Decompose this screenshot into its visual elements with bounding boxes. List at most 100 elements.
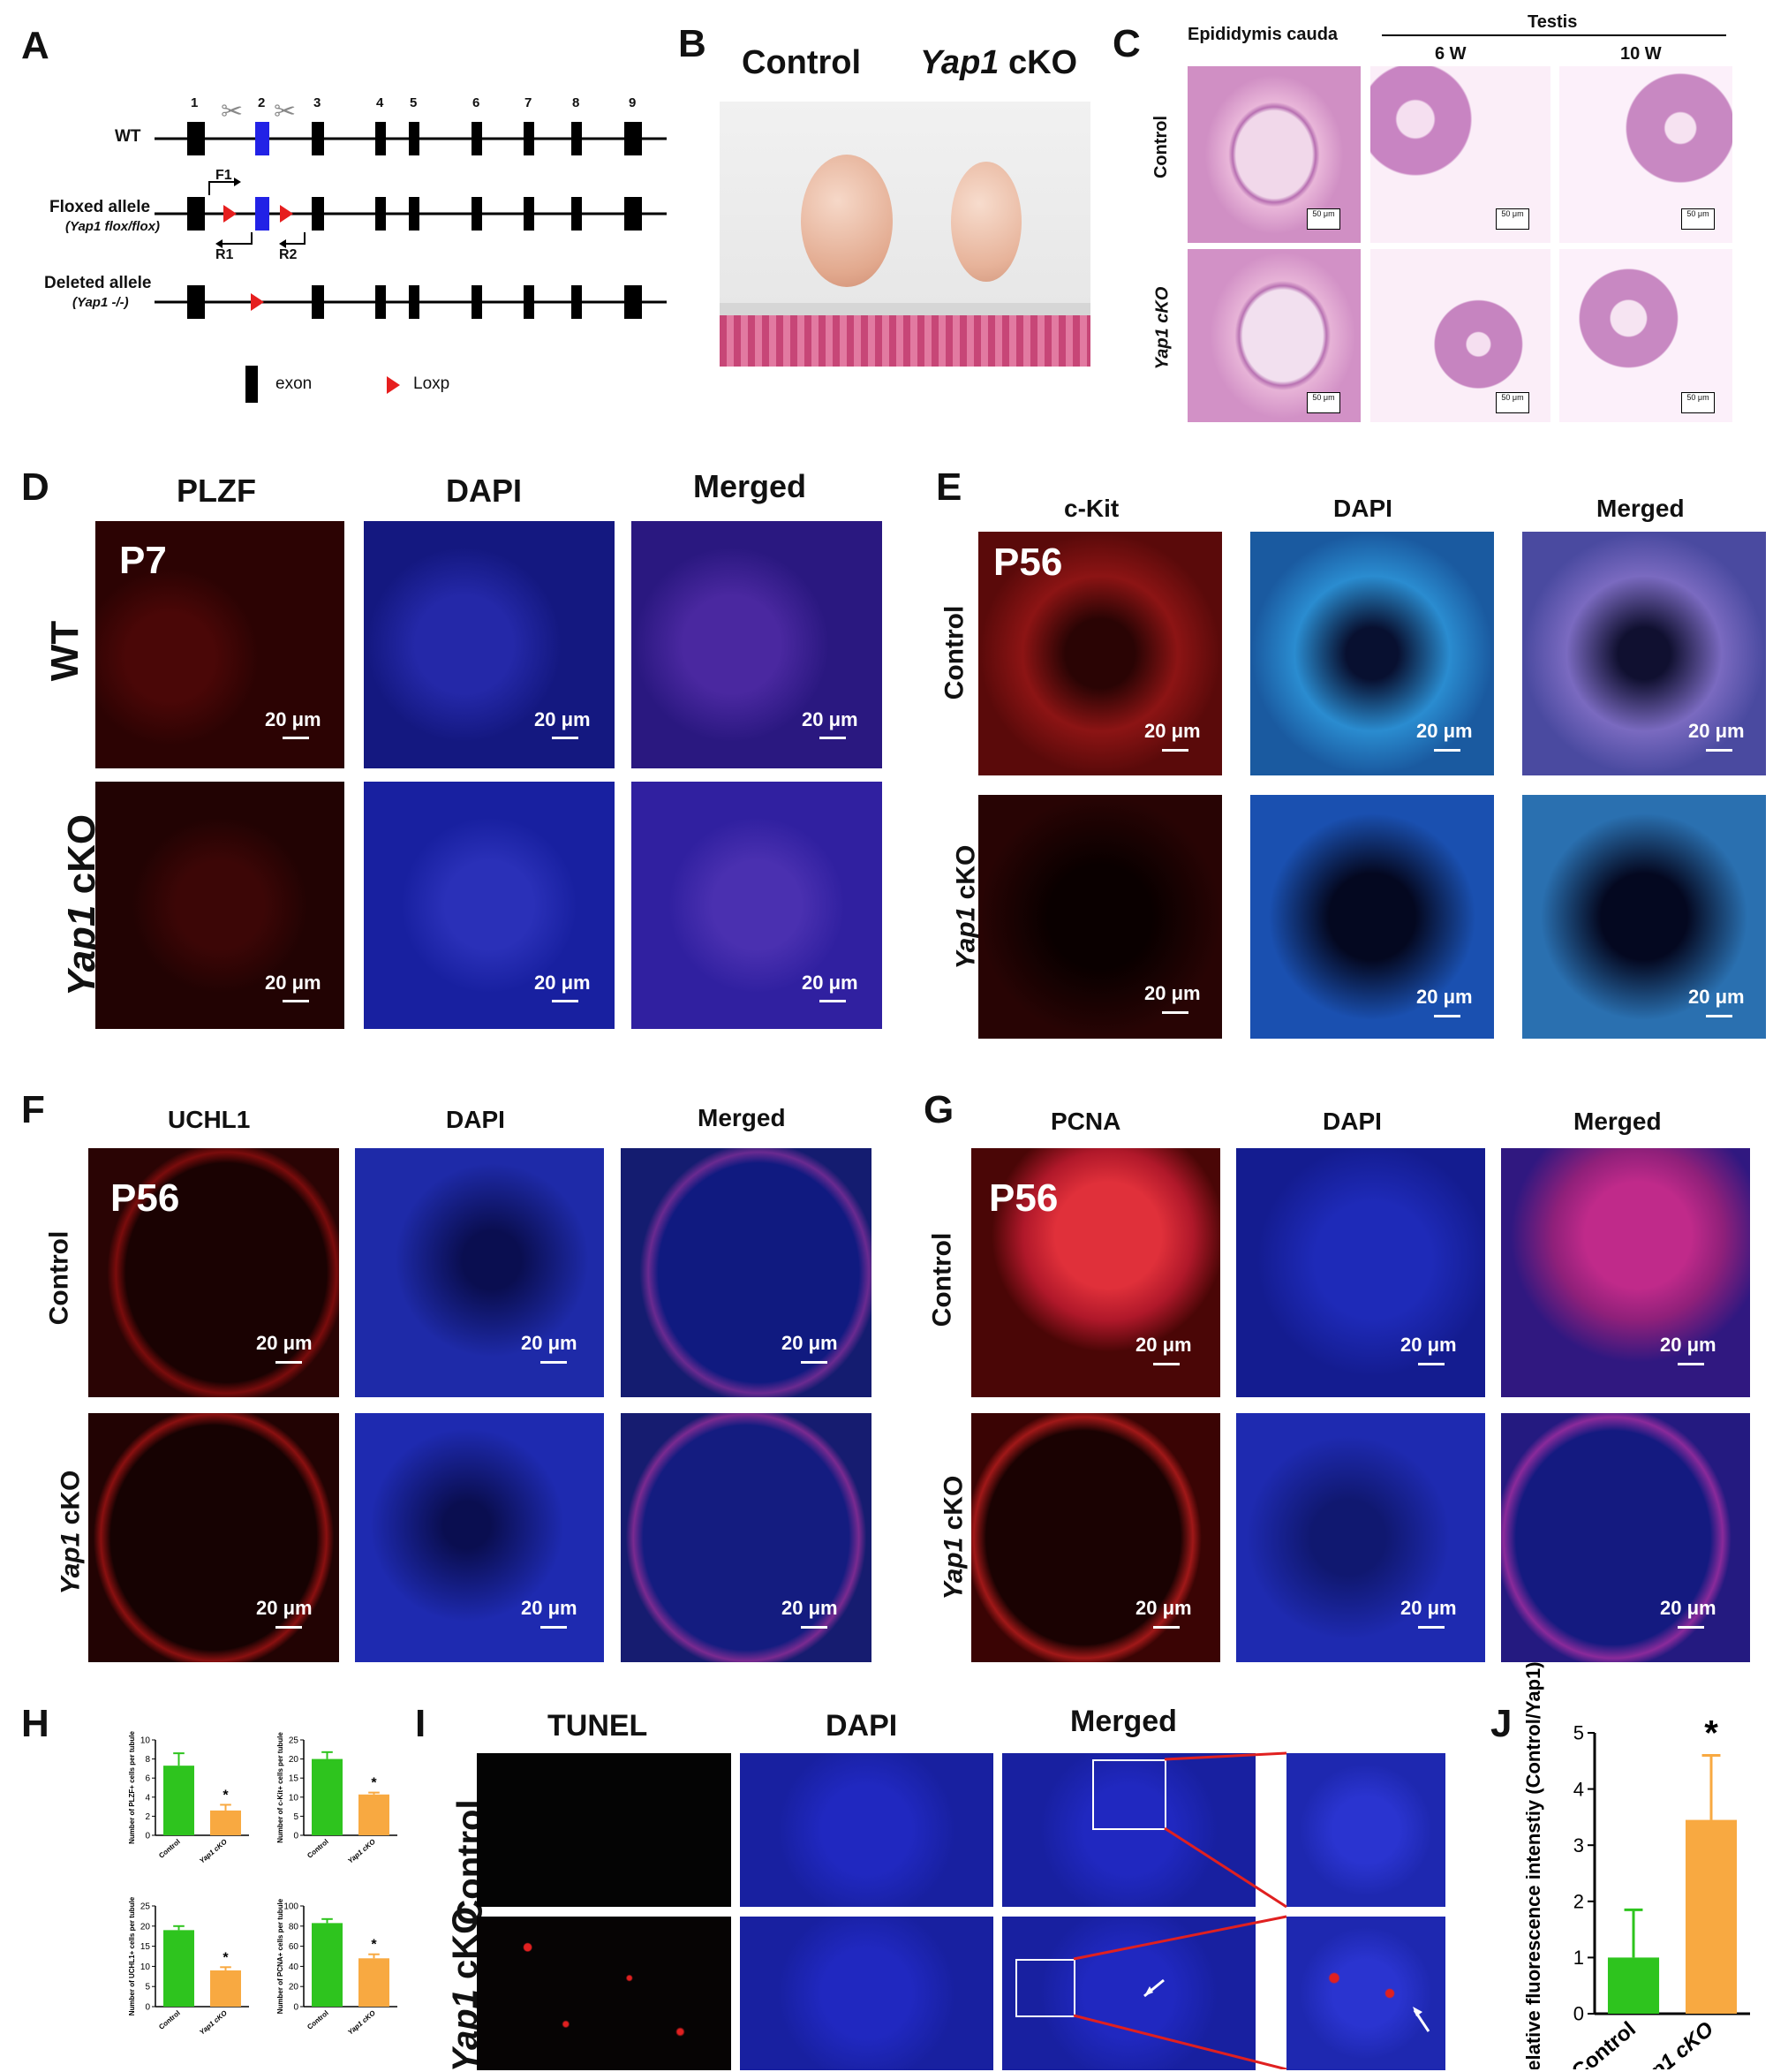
y-tick-label: 10 bbox=[289, 1793, 299, 1803]
exon-number: 8 bbox=[572, 95, 580, 110]
panel-a-gene-diagram: ✂ ✂ 1 2 3 4 bbox=[35, 79, 689, 433]
panel-e-header-dapi: DAPI bbox=[1333, 495, 1392, 522]
exon-number: 2 bbox=[258, 95, 266, 110]
zoom-box-control bbox=[1092, 1759, 1166, 1830]
scalebar-label: 20 μm bbox=[256, 1332, 313, 1354]
y-tick-label: 0 bbox=[293, 1832, 298, 1841]
scissors-icon: ✂ bbox=[274, 96, 296, 127]
bar-control bbox=[163, 1930, 194, 2007]
category-label: Yap1 cKO bbox=[346, 1837, 377, 1864]
row-label-floxed: Floxed allele bbox=[49, 198, 151, 216]
bar-yap1-cko bbox=[358, 1958, 389, 2007]
plzf-wt-image bbox=[95, 521, 344, 768]
category-label: Yap1 cKO bbox=[1626, 2017, 1718, 2069]
legend-exon-label: exon bbox=[275, 374, 313, 393]
panel-g-row-cko: Yap1 cKO bbox=[939, 1475, 969, 1600]
scalebar-label: 50 μm bbox=[1496, 208, 1529, 230]
loxp-marker bbox=[251, 293, 264, 311]
y-tick-label: 5 bbox=[1573, 1722, 1584, 1744]
y-tick-label: 4 bbox=[145, 1793, 150, 1803]
floxed-exon-1 bbox=[187, 197, 205, 231]
y-tick-label: 4 bbox=[1573, 1778, 1584, 1800]
deleted-exon-1 bbox=[187, 285, 205, 319]
significance-star: * bbox=[1704, 1713, 1718, 1752]
merged-control-image-e bbox=[1522, 532, 1766, 775]
y-tick-label: 0 bbox=[1573, 2003, 1584, 2025]
bar-yap1-cko bbox=[358, 1794, 389, 1835]
panel-label-e: E bbox=[936, 465, 962, 509]
scalebar-label: 20 μm bbox=[1400, 1334, 1457, 1356]
loxp-marker bbox=[223, 205, 237, 223]
panel-f-header-uchl1: UCHL1 bbox=[168, 1106, 251, 1133]
scalebar-label: 20 μm bbox=[256, 1597, 313, 1619]
legend-loxp-swatch bbox=[387, 376, 400, 394]
scalebar-label: 50 μm bbox=[1496, 392, 1529, 413]
floxed-exon-9 bbox=[624, 197, 642, 231]
ckit-cko-image bbox=[978, 795, 1222, 1039]
testis-bracket-line bbox=[1382, 34, 1726, 36]
floxed-exon-4 bbox=[375, 197, 386, 231]
scalebar-label: 20 μm bbox=[1416, 720, 1473, 742]
scalebar-label: 20 μm bbox=[1660, 1334, 1716, 1356]
panel-c-col-10w: 10 W bbox=[1620, 44, 1662, 64]
zoom-box-cko bbox=[1015, 1959, 1075, 2017]
row-sub-deleted: (Yap1 -/-) bbox=[72, 295, 129, 310]
y-tick-label: 40 bbox=[289, 1962, 299, 1972]
y-tick-label: 0 bbox=[145, 2003, 150, 2013]
pcna-cko-image bbox=[971, 1413, 1220, 1662]
panel-label-c: C bbox=[1113, 22, 1141, 65]
bar-yap1-cko bbox=[210, 1970, 241, 2007]
category-label: Control bbox=[157, 1838, 182, 1860]
exon-number: 6 bbox=[472, 95, 480, 110]
legend-exon-swatch bbox=[245, 366, 258, 403]
panel-d-header-dapi: DAPI bbox=[446, 473, 523, 509]
scalebar-label: 20 μm bbox=[1416, 986, 1473, 1008]
panel-label-f: F bbox=[21, 1088, 45, 1131]
y-tick-label: 15 bbox=[289, 1774, 299, 1784]
panel-label-i: I bbox=[415, 1702, 426, 1745]
scalebar-label: 20 μm bbox=[1135, 1597, 1192, 1619]
wt-exon-4 bbox=[375, 122, 386, 155]
dapi-cko-image-i bbox=[740, 1917, 993, 2070]
panel-label-j: J bbox=[1490, 1702, 1513, 1745]
y-tick-label: 100 bbox=[283, 1902, 298, 1912]
wt-exon-3 bbox=[312, 122, 324, 155]
exon-number: 4 bbox=[376, 95, 384, 110]
loxp-marker bbox=[280, 205, 293, 223]
tunel-cko-image bbox=[477, 1917, 731, 2070]
y-tick-label: 20 bbox=[140, 1922, 151, 1932]
category-label: Control bbox=[306, 2009, 330, 2031]
y-tick-label: 0 bbox=[145, 1832, 150, 1841]
panel-label-h: H bbox=[21, 1702, 49, 1745]
panel-f-header-dapi: DAPI bbox=[446, 1106, 505, 1133]
y-axis-label: Relative fluorescence intenstiy (Control… bbox=[1522, 1661, 1544, 2069]
dapi-cko-image bbox=[364, 782, 615, 1029]
panel-g-row-control: Control bbox=[927, 1232, 957, 1327]
scissors-icon: ✂ bbox=[221, 96, 243, 127]
scalebar-label: 20 μm bbox=[802, 972, 858, 994]
primer-r1-arrow bbox=[223, 232, 253, 245]
dapi-cko-image-e bbox=[1250, 795, 1494, 1039]
row-label-wt: WT bbox=[115, 127, 141, 146]
y-axis-label: Number of PLZF+ cells per tubule bbox=[128, 1731, 136, 1844]
row-label-deleted: Deleted allele bbox=[44, 274, 152, 292]
stage-tag-p7: P7 bbox=[119, 539, 167, 582]
testis-photo bbox=[720, 102, 1090, 367]
y-tick-label: 2 bbox=[145, 1812, 150, 1822]
scalebar-label: 20 μm bbox=[534, 708, 591, 730]
panel-f-header-merged: Merged bbox=[698, 1104, 786, 1131]
dapi-control-image-g bbox=[1236, 1148, 1485, 1397]
panel-label-a: A bbox=[21, 24, 49, 67]
y-tick-label: 6 bbox=[145, 1774, 150, 1784]
panel-e-header-merged: Merged bbox=[1596, 495, 1685, 522]
panel-label-b: B bbox=[678, 22, 706, 65]
bar-yap1-cko bbox=[1685, 1819, 1738, 2014]
scalebar-label: 20 μm bbox=[1144, 720, 1201, 742]
stage-tag-p56-g: P56 bbox=[989, 1176, 1059, 1220]
category-label: Yap1 cKO bbox=[198, 1837, 229, 1864]
merged-cko-image bbox=[631, 782, 882, 1029]
panel-g-header-dapi: DAPI bbox=[1323, 1108, 1382, 1135]
panel-d-row-wt: WT bbox=[43, 620, 87, 682]
scalebar-label: 50 μm bbox=[1307, 392, 1340, 413]
scalebar-label: 50 μm bbox=[1681, 208, 1715, 230]
